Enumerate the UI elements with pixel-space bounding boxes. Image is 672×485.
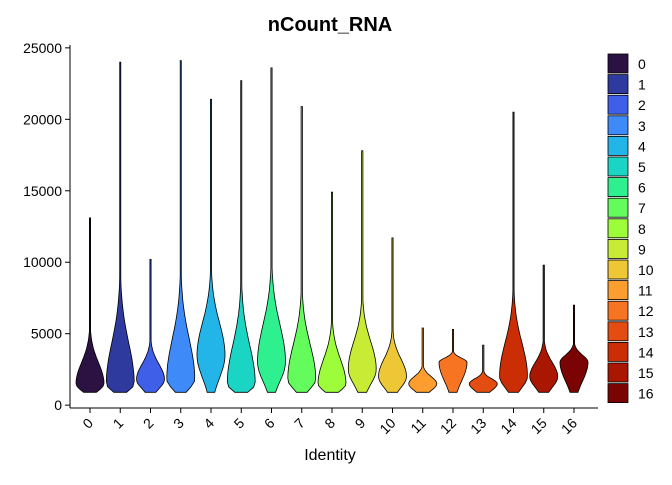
violin bbox=[529, 264, 559, 393]
legend-label: 13 bbox=[638, 324, 654, 340]
legend-swatch bbox=[607, 300, 629, 321]
legend-label: 2 bbox=[638, 97, 646, 113]
violin bbox=[105, 61, 135, 393]
x-tick-label: 12 bbox=[437, 415, 459, 437]
y-tick-label: 20000 bbox=[23, 111, 62, 127]
violin bbox=[196, 98, 226, 393]
x-tick-label: 13 bbox=[467, 415, 489, 437]
violin bbox=[378, 237, 407, 393]
legend-swatch bbox=[607, 341, 629, 362]
legend-swatch bbox=[607, 280, 629, 301]
x-tick-label: 9 bbox=[352, 415, 369, 432]
x-tick-label: 4 bbox=[200, 415, 217, 432]
x-tick-label: 5 bbox=[231, 415, 248, 432]
y-tick-label: 25000 bbox=[23, 40, 62, 56]
y-tick-label: 10000 bbox=[23, 254, 62, 270]
legend-swatch bbox=[607, 94, 629, 115]
violin bbox=[166, 60, 196, 393]
legend-label: 11 bbox=[638, 283, 653, 299]
violin bbox=[559, 304, 589, 393]
legend-label: 3 bbox=[638, 118, 646, 134]
legend-label: 6 bbox=[638, 180, 646, 196]
x-axis-label: Identity bbox=[304, 447, 356, 464]
violin bbox=[347, 150, 377, 393]
violin bbox=[75, 217, 105, 393]
x-tick-label: 10 bbox=[376, 415, 398, 437]
legend-label: 5 bbox=[638, 159, 646, 175]
legend-swatch bbox=[607, 321, 629, 342]
x-tick-label: 8 bbox=[321, 415, 338, 432]
legend-label: 1 bbox=[638, 77, 646, 93]
legend-swatch bbox=[607, 218, 629, 239]
legend-swatch bbox=[607, 197, 629, 218]
x-tick-label: 7 bbox=[291, 415, 308, 432]
legend-label: 8 bbox=[638, 221, 646, 237]
legend-label: 4 bbox=[638, 138, 646, 154]
chart-title: nCount_RNA bbox=[268, 14, 392, 36]
violin bbox=[257, 67, 286, 393]
legend-label: 9 bbox=[638, 241, 646, 257]
legend-swatch bbox=[607, 238, 629, 259]
x-tick-label: 3 bbox=[170, 415, 187, 432]
violin bbox=[136, 259, 165, 393]
x-tick-label: 1 bbox=[110, 415, 127, 432]
legend-swatch bbox=[607, 115, 629, 136]
legend-label: 15 bbox=[638, 365, 654, 381]
x-tick-label: 15 bbox=[528, 415, 550, 437]
y-tick-label: 5000 bbox=[31, 326, 62, 342]
legend-label: 0 bbox=[638, 56, 646, 72]
y-tick-label: 15000 bbox=[23, 183, 62, 199]
legend-swatch bbox=[607, 53, 629, 74]
legend-swatch bbox=[607, 156, 629, 177]
legend-label: 16 bbox=[638, 386, 654, 402]
legend-swatch bbox=[607, 74, 629, 94]
x-tick-label: 2 bbox=[140, 415, 157, 432]
legend-swatch bbox=[607, 259, 629, 280]
legend-label: 7 bbox=[638, 200, 646, 216]
legend-swatch bbox=[607, 362, 629, 383]
violin bbox=[408, 327, 438, 393]
x-tick-label: 14 bbox=[497, 415, 519, 437]
legend-swatch bbox=[607, 177, 629, 198]
y-tick-label: 0 bbox=[54, 397, 62, 413]
violin bbox=[226, 80, 256, 393]
legend-label: 14 bbox=[638, 344, 654, 360]
x-tick-label: 11 bbox=[407, 415, 429, 437]
violin bbox=[317, 191, 347, 393]
legend-label: 12 bbox=[638, 303, 654, 319]
violin bbox=[468, 344, 498, 393]
x-tick-label: 16 bbox=[558, 415, 580, 437]
violin bbox=[499, 111, 528, 393]
legend-label: 10 bbox=[638, 262, 654, 278]
legend-swatch bbox=[607, 135, 629, 156]
x-tick-label: 0 bbox=[79, 415, 96, 432]
violin bbox=[287, 106, 317, 393]
x-tick-label: 6 bbox=[261, 415, 278, 432]
violin bbox=[438, 329, 468, 393]
legend-swatch bbox=[607, 383, 629, 404]
